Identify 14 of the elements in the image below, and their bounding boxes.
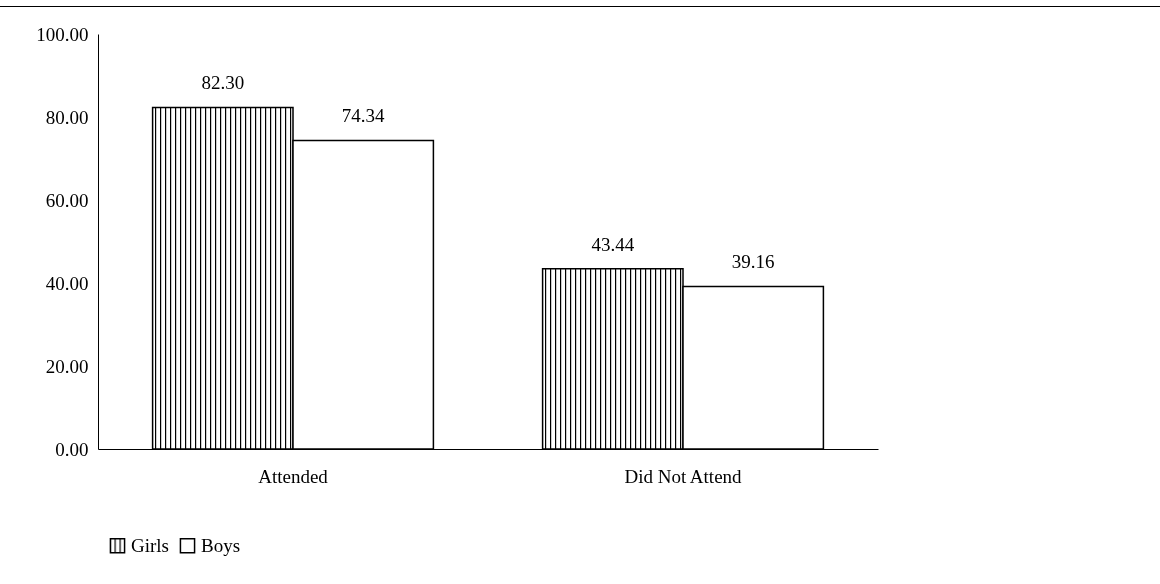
data-label: 39.16 bbox=[731, 251, 775, 273]
legend-label: Girls bbox=[131, 534, 169, 556]
legend-label: Boys bbox=[201, 534, 241, 556]
x-tick-label: Attended bbox=[258, 465, 329, 487]
x-tick-label: Did Not Attend bbox=[624, 465, 743, 487]
y-tick-label: 60.00 bbox=[45, 189, 89, 211]
data-label: 43.44 bbox=[591, 233, 635, 255]
y-tick-label: 20.00 bbox=[45, 355, 89, 377]
data-label: 74.34 bbox=[341, 105, 386, 127]
y-tick-label: 80.00 bbox=[45, 106, 89, 128]
y-tick-label: 100.00 bbox=[36, 23, 89, 45]
y-tick-label: 0.00 bbox=[55, 438, 89, 460]
y-tick-label: 40.00 bbox=[45, 272, 89, 294]
data-label: 82.30 bbox=[201, 72, 245, 94]
